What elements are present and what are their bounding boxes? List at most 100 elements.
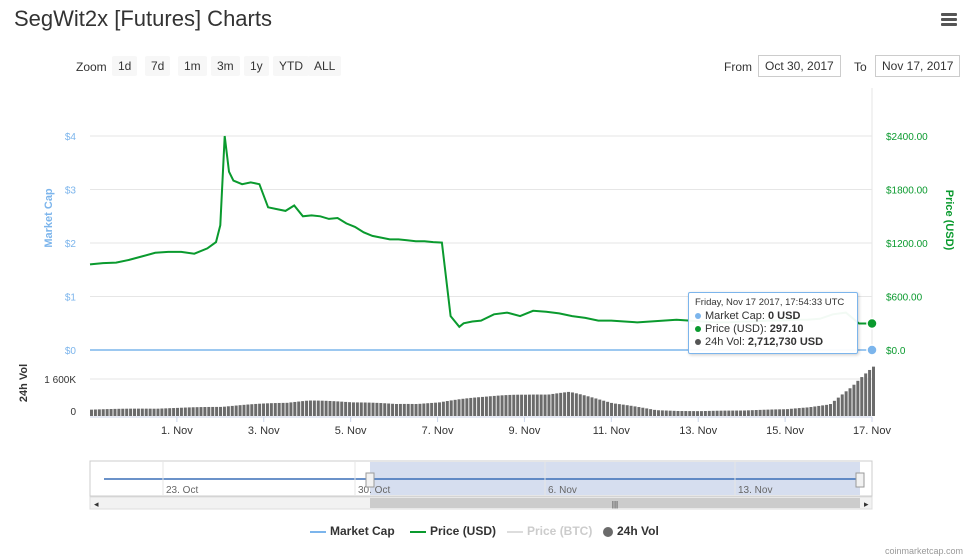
volume-bar [707,410,711,416]
volume-bar [222,406,226,416]
volume-bar [872,366,875,416]
volume-bar [441,401,445,416]
scroll-right-arrow-icon[interactable]: ▸ [864,499,869,509]
volume-bar [629,405,633,416]
navigator-right-handle[interactable] [855,472,865,488]
volume-bar [739,410,743,416]
right-tick-label: $2400.00 [886,132,928,143]
right-tick-label: $0.0 [886,346,906,357]
volume-axis-title: 24h Vol [18,364,30,402]
volume-bar [324,400,328,416]
volume-bar [750,410,754,416]
volume-bar [656,410,660,416]
volume-bar [512,394,516,416]
volume-bar [602,400,606,416]
volume-bar [238,405,242,416]
scrollbar-grip-icon: ||| [612,500,618,509]
legend-price-usd[interactable]: Price (USD) [410,524,496,538]
zoom-1m-button[interactable]: 1m [178,56,207,76]
volume-bar [164,408,168,416]
navigator-left-handle[interactable] [365,472,375,488]
volume-bar [144,408,148,416]
volume-bar [742,410,746,416]
data-tooltip: Friday, Nov 17 2017, 17:54:33 UTC Market… [688,292,858,354]
zoom-7d-button[interactable]: 7d [145,56,171,76]
volume-bar [203,407,207,416]
volume-bar [168,408,172,416]
volume-bar [426,403,430,416]
volume-bar [731,410,735,416]
hamburger-menu-icon[interactable] [941,13,957,28]
legend-volume[interactable]: 24h Vol [603,524,659,538]
volume-bar [398,403,402,416]
volume-bar [488,396,492,416]
volume-bar [852,384,856,416]
volume-bar [570,392,574,416]
volume-bar [316,400,320,416]
volume-bar [477,397,481,416]
volume-bar [641,407,645,416]
volume-bar [582,395,586,416]
navigator-tick-label: 30. Oct [358,485,390,496]
volume-bar [344,401,348,416]
volume-bar [551,393,555,416]
volume-tick-label: 1 600K [44,375,76,386]
page-title: SegWit2x [Futures] Charts [14,6,272,31]
volume-bar [152,408,156,416]
volume-bar [195,407,199,416]
x-tick-label: 15. Nov [766,425,804,437]
zoom-ytd-button[interactable]: YTD [273,56,309,76]
x-tick-label: 11. Nov [593,425,631,437]
volume-bar [187,407,191,416]
volume-bar [367,402,371,416]
volume-bar [828,404,832,416]
volume-bar [774,409,778,416]
volume-bar [461,398,465,416]
legend-market-cap[interactable]: Market Cap [310,524,395,538]
tooltip-market-cap: Market Cap: 0 USD [695,310,851,323]
volume-bar [504,395,508,416]
volume-bar [844,391,848,416]
volume-bar [789,408,793,416]
zoom-1d-button[interactable]: 1d [112,56,138,76]
to-date-input[interactable]: Nov 17, 2017 [875,55,961,77]
scrollbar-thumb[interactable] [370,498,860,508]
zoom-3m-button[interactable]: 3m [211,56,240,76]
volume-bar [449,400,453,416]
volume-bar [617,404,621,416]
volume-bar [825,404,829,416]
volume-bar [703,411,707,416]
zoom-all-button[interactable]: ALL [308,56,342,76]
volume-bar [621,404,625,416]
zoom-1y-button[interactable]: 1y [244,56,269,76]
credit-link[interactable]: coinmarketcap.com [884,546,963,556]
volume-bar [649,409,653,416]
volume-bar [696,411,700,416]
volume-bar [250,404,254,416]
volume-bar [653,409,657,416]
volume-bar [234,405,238,416]
right-tick-label: $1200.00 [886,239,928,250]
volume-bar [242,404,246,416]
x-tick-label: 1. Nov [161,425,193,437]
volume-bar [437,402,441,416]
legend-price-btc[interactable]: Price (BTC) [507,524,592,538]
volume-bar [226,406,230,416]
volume-bar [406,403,410,416]
volume-bar [340,401,344,416]
volume-bar [543,394,547,416]
volume-bar [836,397,840,416]
volume-bar [723,410,727,416]
from-date-input[interactable]: Oct 30, 2017 [758,55,841,77]
x-tick-label: 5. Nov [335,425,367,437]
left-tick-label: $4 [65,132,77,143]
volume-bar [230,405,234,416]
volume-bar [418,403,422,416]
volume-bar [285,402,289,416]
volume-bar [496,395,500,416]
scroll-left-arrow-icon[interactable]: ◂ [94,499,99,509]
volume-bar [105,409,109,416]
volume-bar [199,407,203,416]
volume-bar [868,369,872,416]
